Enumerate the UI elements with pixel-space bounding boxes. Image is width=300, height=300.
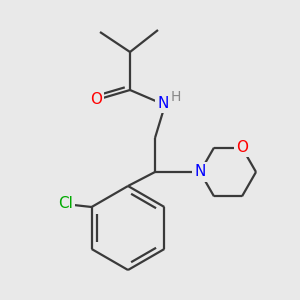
Text: N: N bbox=[157, 95, 169, 110]
Text: N: N bbox=[194, 164, 206, 179]
Text: O: O bbox=[90, 92, 102, 107]
Text: O: O bbox=[236, 140, 248, 155]
Text: H: H bbox=[171, 90, 181, 104]
Text: Cl: Cl bbox=[58, 196, 73, 211]
